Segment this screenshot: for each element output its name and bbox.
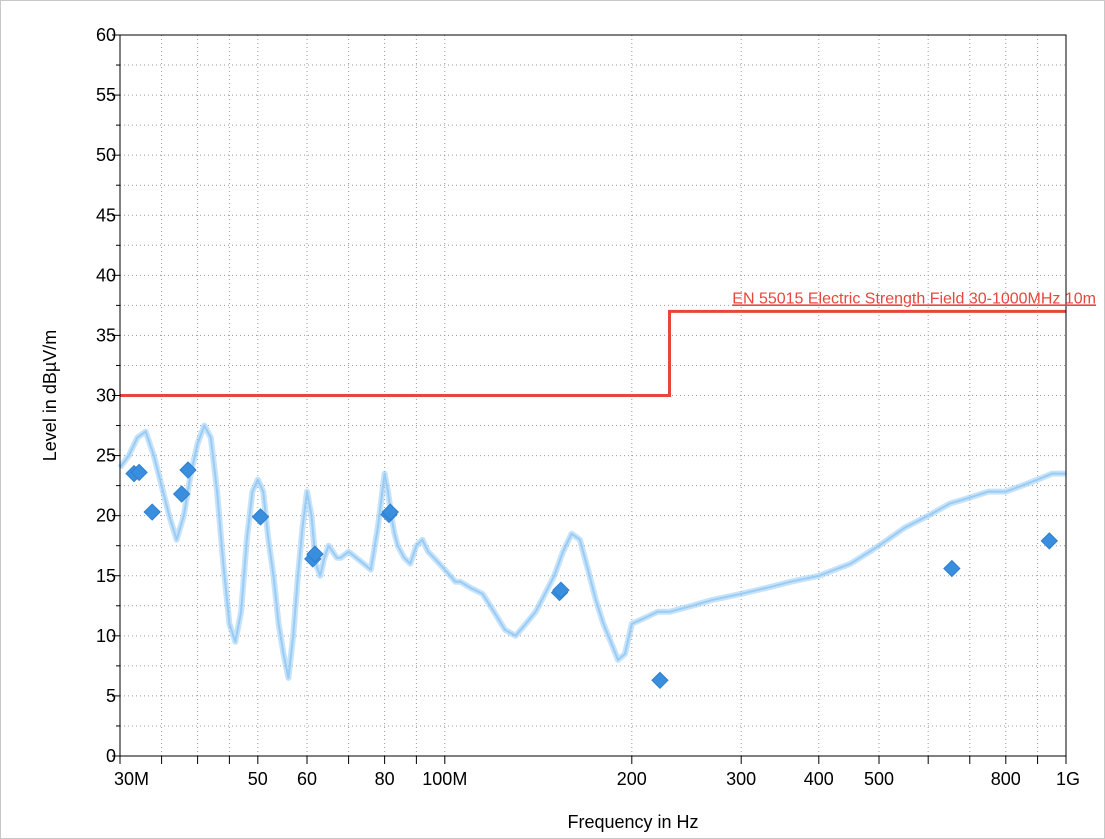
x-tick-label: 800	[991, 769, 1021, 789]
x-tick-label: 400	[804, 769, 834, 789]
trace-line	[119, 424, 1066, 679]
limit-layer	[120, 309, 1066, 397]
y-tick-label: 25	[96, 446, 116, 466]
y-tick-label: 60	[96, 25, 116, 45]
peak-marker	[143, 503, 161, 521]
peak-marker	[943, 559, 961, 578]
series-layer	[117, 422, 1066, 681]
peak-marker	[381, 503, 399, 521]
y-tick-label: 30	[96, 386, 116, 406]
x-tick-label: 1G	[1056, 769, 1080, 789]
peak-marker	[651, 671, 669, 690]
x-tick-label: 300	[726, 769, 756, 789]
y-tick-label: 50	[96, 145, 116, 165]
peak-marker	[552, 581, 570, 599]
axes: 0 5 10 15 20 25 30 35 40 45 50 55 60 30M 50 60 80 100M 200…	[96, 25, 1080, 789]
peak-marker	[251, 508, 270, 526]
x-tick-label: 500	[864, 769, 894, 789]
y-tick-label: 5	[106, 686, 116, 706]
x-tick-label: 30M	[114, 769, 149, 789]
y-tick-label: 0	[106, 746, 116, 766]
y-tick-label: 15	[96, 566, 116, 586]
y-tick-label: 10	[96, 626, 116, 646]
limit-line-label: EN 55015 Electric Strength Field 30-1000…	[732, 290, 1096, 307]
peak-marker	[179, 461, 197, 479]
y-tick-label: 20	[96, 506, 116, 526]
peak-marker	[172, 485, 191, 503]
peak-marker	[1040, 532, 1059, 550]
y-axis-title: Level in dBµV/m	[40, 330, 60, 461]
x-tick-label: 80	[375, 769, 395, 789]
limit-line	[120, 309, 1066, 397]
x-tick-label: 60	[297, 769, 317, 789]
x-tick-label: 50	[248, 769, 268, 789]
y-tick-label: 45	[96, 205, 116, 225]
marker-layer	[125, 461, 1059, 690]
peak-marker	[306, 545, 324, 563]
y-tick-label: 55	[96, 85, 116, 105]
x-tick-label: 100M	[422, 769, 467, 789]
y-tick-label: 35	[96, 325, 116, 345]
peak-marker	[130, 463, 148, 482]
y-tick-label: 40	[96, 265, 116, 285]
x-tick-label: 200	[617, 769, 647, 789]
x-axis-title: Frequency in Hz	[567, 812, 698, 832]
